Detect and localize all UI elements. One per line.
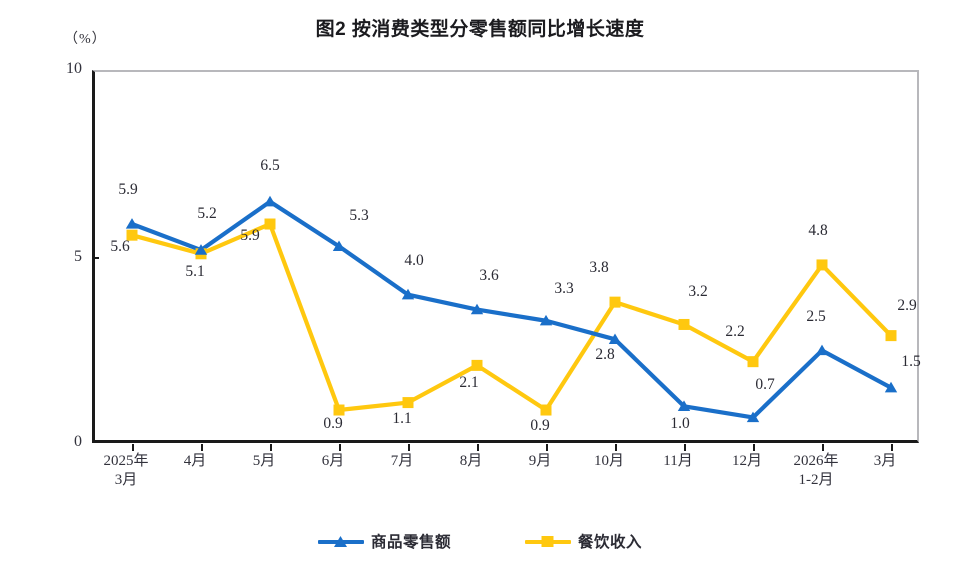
point-value-label-catering: 2.2 [725,322,745,340]
x-tick-label: 2025年 3月 [78,452,174,490]
x-tick-label-line1: 7月 [390,453,414,469]
legend-item-catering[interactable]: 餐饮收入 [525,530,642,552]
point-value-label-catering: 4.8 [808,221,828,239]
point-value-label-goods: 5.2 [197,205,217,223]
y-tick-label-10: 10 [66,60,82,77]
chart-title: 图2 按消费类型分零售额同比增长速度 [315,19,645,40]
x-tick-label-line2: 3月 [114,472,138,488]
x-tick-label-line1: 9月 [528,453,552,469]
x-tick-label-line1: 2025年 [103,453,149,469]
point-value-label-catering: 0.9 [530,417,550,435]
x-tick-mark [477,444,479,451]
y-axis-unit-label: （%） [64,32,107,47]
x-tick-label: 8月 [423,452,519,471]
x-tick-mark [270,444,272,451]
x-tick-mark [822,444,824,451]
x-tick-mark [684,444,686,451]
point-value-label-goods: 2.5 [806,307,826,325]
point-value-label-catering: 2.9 [897,296,917,314]
legend-label-catering: 餐饮收入 [578,534,643,551]
point-value-label-goods: 4.0 [404,251,424,269]
y-tick-mark-5 [92,257,99,259]
point-value-label-goods: 1.0 [670,415,690,433]
x-tick-label-line1: 3月 [873,453,897,469]
point-value-label-goods: 3.3 [554,279,574,297]
triangle-marker-icon [333,536,347,547]
x-tick-mark [132,444,134,451]
point-value-label-catering: 1.1 [392,409,412,427]
x-tick-label-line1: 10月 [593,453,624,469]
point-value-label-catering: 5.9 [240,227,260,245]
x-tick-label: 12月 [699,452,795,471]
x-tick-label-line1: 6月 [321,453,345,469]
point-value-label-catering: 5.6 [110,238,130,256]
x-tick-label-line1: 2026年 [793,453,839,469]
point-value-label-goods: 0.7 [755,376,775,394]
x-tick-mark [339,444,341,451]
point-value-label-goods: 5.9 [118,181,138,199]
x-tick-label: 10月 [561,452,657,471]
x-tick-label: 5月 [216,452,312,471]
point-value-label-catering: 5.1 [185,262,205,280]
plot-area [92,70,919,443]
point-value-label-goods: 5.3 [349,207,369,225]
x-tick-label-line1: 8月 [459,453,483,469]
x-tick-label-line2: 1-2月 [798,472,834,488]
square-marker-icon [541,536,554,547]
x-tick-label: 4月 [147,452,243,471]
x-tick-label: 11月 [630,452,726,471]
point-value-label-goods: 1.5 [901,352,921,370]
x-tick-label-line1: 4月 [183,453,207,469]
legend-label-goods: 商品零售额 [370,534,451,551]
point-value-label-catering: 3.8 [589,259,609,277]
x-tick-mark [201,444,203,451]
x-tick-mark [546,444,548,451]
x-tick-mark [615,444,617,451]
x-tick-label-line1: 12月 [731,453,762,469]
y-tick-label-5: 5 [74,248,82,265]
x-tick-label: 9月 [492,452,588,471]
legend-item-goods[interactable]: 商品零售额 [317,530,451,552]
x-tick-label: 6月 [285,452,381,471]
legend-key-catering [525,534,571,548]
point-value-label-goods: 3.6 [479,266,499,284]
point-value-label-goods: 6.5 [260,156,280,174]
x-tick-mark [891,444,893,451]
legend-key-goods [317,534,364,548]
point-value-label-catering: 3.2 [688,283,708,301]
x-tick-mark [753,444,755,451]
point-value-label-catering: 2.1 [459,374,479,392]
x-tick-label: 7月 [354,452,450,471]
x-tick-label-line1: 11月 [663,453,693,469]
y-tick-label-0: 0 [74,433,82,450]
x-tick-label: 3月 [837,452,933,471]
chart-legend: 商品零售额 餐饮收入 [0,530,960,552]
x-tick-label-line1: 5月 [252,453,276,469]
x-tick-label: 2026年 1-2月 [768,452,864,490]
point-value-label-catering: 0.9 [323,415,343,433]
x-tick-mark [408,444,410,451]
point-value-label-goods: 2.8 [595,346,615,364]
